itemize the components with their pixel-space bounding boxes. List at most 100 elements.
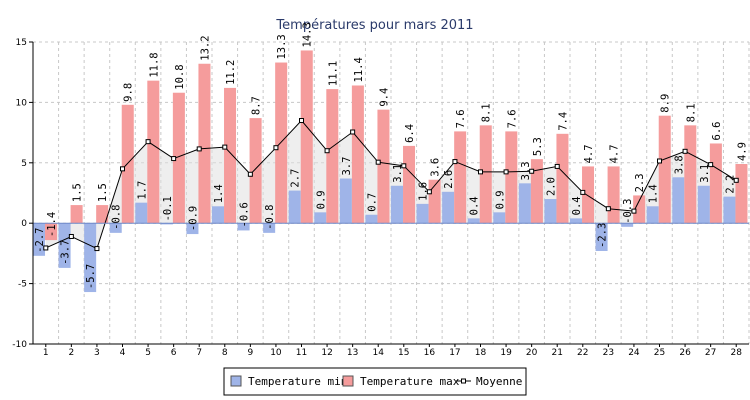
bar-min-label: -0.8 bbox=[264, 205, 276, 230]
x-tick-label: 25 bbox=[654, 348, 665, 358]
average-point bbox=[94, 246, 100, 252]
legend-label-max: Temperature max bbox=[360, 375, 460, 388]
average-point bbox=[299, 118, 304, 124]
average-line bbox=[43, 118, 739, 252]
bar-max bbox=[377, 109, 390, 224]
x-tick-label: 2 bbox=[68, 348, 74, 358]
average-point bbox=[605, 206, 611, 212]
bar-max bbox=[147, 80, 160, 224]
average-point bbox=[503, 169, 509, 175]
bar-max-label: 8.1 bbox=[685, 103, 697, 122]
bar-max bbox=[172, 92, 185, 224]
average-point bbox=[68, 233, 74, 239]
bar-max-label: 11.2 bbox=[225, 60, 237, 85]
bar-max-label: 6.6 bbox=[711, 122, 723, 141]
average-point bbox=[196, 146, 202, 152]
bar-max bbox=[326, 89, 339, 224]
x-tick-label: 6 bbox=[171, 348, 177, 358]
x-tick-label: 4 bbox=[120, 348, 126, 358]
bar-max-label: 14.3 bbox=[302, 22, 314, 47]
y-tick-label: 10 bbox=[16, 98, 28, 108]
x-tick-label: 17 bbox=[449, 348, 460, 358]
bar-min bbox=[314, 212, 327, 224]
bar-min bbox=[339, 178, 352, 224]
bar-min-label: 2.7 bbox=[290, 169, 302, 188]
chart-title: Températures pour mars 2011 bbox=[275, 18, 473, 33]
bar-min-label: 0.4 bbox=[469, 196, 481, 215]
bar-min-label: 0.9 bbox=[494, 190, 506, 209]
average-point bbox=[222, 144, 228, 150]
x-tick-label: 20 bbox=[526, 348, 538, 358]
average-point bbox=[657, 158, 662, 164]
bar-max-label: 6.4 bbox=[404, 124, 416, 143]
bars bbox=[33, 50, 748, 293]
bar-min bbox=[723, 196, 736, 224]
bar-min-label: 1.7 bbox=[136, 181, 148, 200]
bar-min-label: -0.9 bbox=[187, 206, 199, 231]
bar-min bbox=[493, 212, 506, 224]
x-tick-label: 10 bbox=[270, 348, 282, 358]
bar-min bbox=[518, 183, 531, 224]
bar-min-label: 0.4 bbox=[571, 196, 583, 215]
bar-min bbox=[570, 218, 583, 224]
legend-marker-moyenne bbox=[461, 378, 466, 384]
bar-min-label: -3.7 bbox=[60, 240, 72, 265]
legend-label-min: Temperature min bbox=[248, 375, 347, 388]
bar-min bbox=[391, 185, 404, 224]
bar-max bbox=[300, 50, 313, 224]
average-point bbox=[631, 208, 637, 214]
average-point bbox=[171, 156, 177, 162]
bar-max bbox=[96, 205, 109, 224]
bar-max bbox=[505, 131, 518, 224]
bar-max-label: 3.6 bbox=[430, 158, 442, 177]
bar-min bbox=[544, 199, 557, 224]
bar-min bbox=[263, 223, 276, 233]
bar-min bbox=[109, 223, 122, 233]
bar-min bbox=[288, 190, 301, 224]
legend-swatch-max bbox=[342, 375, 354, 387]
bar-min-label: -0.8 bbox=[111, 205, 123, 230]
bar-max-label: 11.8 bbox=[148, 52, 160, 77]
bar-min-label: 3.1 bbox=[392, 164, 404, 183]
bar-max bbox=[224, 87, 237, 224]
bar-max-label: 8.9 bbox=[660, 94, 672, 113]
x-tick-label: 28 bbox=[730, 348, 742, 358]
bar-max-label: 9.4 bbox=[378, 88, 390, 107]
bar-min bbox=[595, 223, 608, 251]
bar-max-label: 11.1 bbox=[327, 61, 339, 86]
data-labels: -2.7-1.4-3.71.5-5.71.5-0.89.81.711.8-0.1… bbox=[34, 22, 748, 289]
average-point bbox=[247, 171, 253, 177]
bar-min bbox=[442, 191, 455, 224]
bar-min bbox=[160, 223, 173, 225]
x-tick-label: 9 bbox=[247, 348, 253, 358]
x-tick-label: 15 bbox=[398, 348, 409, 358]
average-point bbox=[554, 163, 560, 169]
x-tick-label: 12 bbox=[321, 348, 332, 358]
bar-max bbox=[633, 195, 646, 224]
bar-min bbox=[467, 218, 480, 224]
bar-min bbox=[212, 206, 225, 224]
bar-min-label: 1.4 bbox=[648, 184, 660, 203]
bar-max-label: 8.7 bbox=[251, 96, 263, 115]
bar-min bbox=[697, 185, 710, 224]
x-tick-label: 23 bbox=[603, 348, 614, 358]
bar-max-label: 7.6 bbox=[506, 109, 518, 128]
bar-max bbox=[556, 133, 569, 224]
x-tick-label: 1 bbox=[43, 348, 49, 358]
average-point bbox=[120, 166, 125, 172]
x-tick-label: 11 bbox=[296, 348, 307, 358]
bar-max bbox=[121, 104, 134, 224]
legend: Temperature min Temperature max Moyenne bbox=[223, 367, 527, 396]
average-point bbox=[324, 148, 330, 154]
bar-min bbox=[365, 214, 378, 224]
bar-min bbox=[672, 177, 685, 224]
x-tick-label: 22 bbox=[577, 348, 588, 358]
bar-max bbox=[658, 115, 671, 224]
bar-min-label: -0.6 bbox=[239, 202, 251, 227]
bar-max-label: 7.6 bbox=[455, 109, 467, 128]
x-tick-label: 13 bbox=[347, 348, 358, 358]
bar-min bbox=[237, 223, 250, 231]
bar-max-label: 4.7 bbox=[609, 144, 621, 163]
bar-min-label: -2.3 bbox=[597, 223, 609, 248]
